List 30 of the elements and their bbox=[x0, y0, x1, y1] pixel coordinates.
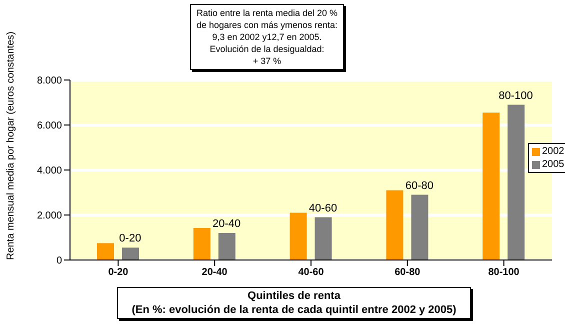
bar bbox=[218, 233, 236, 260]
bar bbox=[411, 194, 428, 260]
annotation: 0-20 bbox=[119, 232, 142, 245]
x-tick-label: 20-40 bbox=[202, 267, 228, 278]
annotation: 80-100 bbox=[498, 90, 533, 102]
x-tick-label: 60-80 bbox=[394, 267, 421, 278]
y-tick-label: 4.000 bbox=[36, 166, 62, 177]
x-tick-label: 40-60 bbox=[298, 267, 324, 278]
legend-label: 2005 bbox=[542, 158, 564, 171]
legend-label: 2002 bbox=[542, 145, 564, 158]
x-tick-label: 0-20 bbox=[108, 267, 129, 278]
bar bbox=[97, 243, 114, 260]
bar bbox=[508, 104, 525, 260]
annotation: 40-60 bbox=[308, 202, 338, 214]
annotation: 60-80 bbox=[405, 180, 434, 192]
y-axis-title: Renta mensual media por hogar (euros constantes) bbox=[6, 32, 17, 260]
y-tick-label: 2.000 bbox=[36, 210, 62, 222]
x-tick-label: 80-100 bbox=[488, 267, 520, 278]
bar bbox=[386, 190, 404, 260]
bar bbox=[482, 112, 500, 260]
bar bbox=[314, 217, 332, 260]
annotation: 20-40 bbox=[212, 218, 241, 230]
bar bbox=[290, 212, 307, 260]
bar bbox=[122, 248, 139, 260]
y-tick-label: 6.000 bbox=[36, 120, 62, 132]
y-tick-label: 8.000 bbox=[36, 76, 62, 87]
bar bbox=[193, 228, 210, 260]
chart-title: Ratio entre la renta media del 20 % de hogares con más ymenos renta: 9,3 en 2002 y12,7 en 2005. Evolución de la desigualdad: + 37 % bbox=[190, 4, 344, 70]
x-axis-title: Quintiles de renta (En %: evolución de la renta de cada quintil entre 2002 y 2005) bbox=[117, 287, 471, 319]
y-tick-label: 0 bbox=[56, 256, 62, 267]
